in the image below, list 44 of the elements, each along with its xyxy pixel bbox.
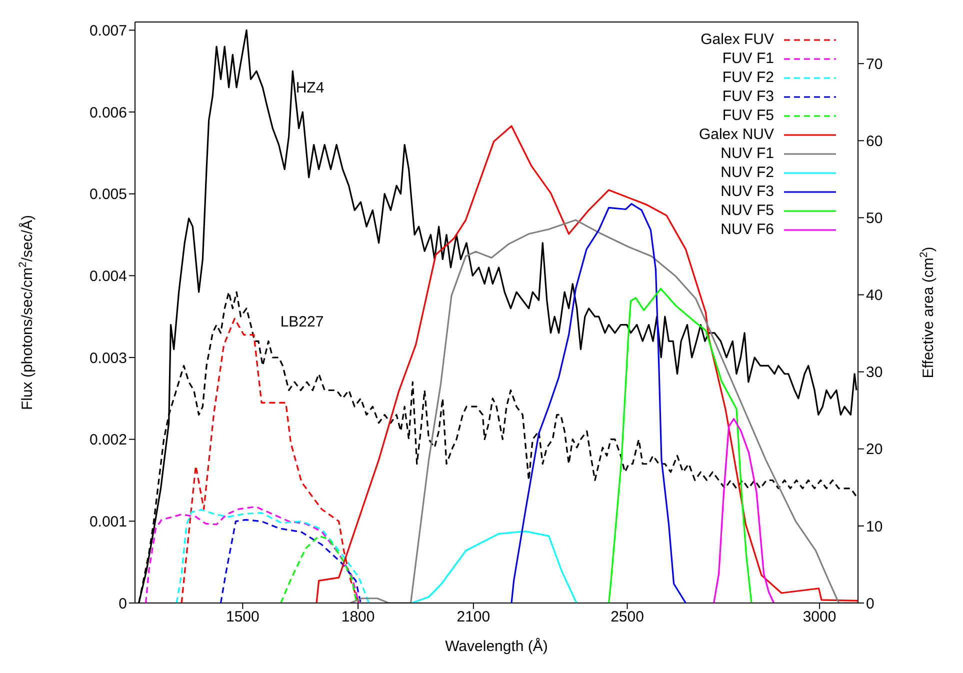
x-axis-title: Wavelength (Å)	[445, 637, 548, 655]
legend-label: NUV F6	[720, 220, 774, 239]
legend-label: FUV F3	[722, 87, 774, 106]
annotation: LB227	[280, 314, 324, 330]
line-series	[176, 508, 370, 603]
y-tick-label: 0.004	[89, 268, 127, 285]
y2-tick-label: 60	[866, 132, 883, 150]
y2-tick-label: 70	[866, 56, 883, 73]
legend-label: NUV F1	[720, 144, 774, 163]
x-tick-label: 3000	[802, 608, 836, 626]
y-tick-label: 0	[118, 595, 127, 612]
line-series	[608, 288, 752, 603]
line-series	[410, 530, 578, 603]
x-tick-label: 2100	[456, 608, 490, 626]
y2-tick-label: 50	[866, 210, 883, 228]
x-tick-label: 1500	[226, 608, 260, 626]
y2-tick-label: 30	[866, 364, 883, 382]
y-tick-label: 0.003	[89, 350, 127, 367]
x-tick-label: 1800	[341, 608, 375, 626]
y-tick-label: 0.001	[89, 513, 127, 530]
line-series	[712, 418, 775, 603]
y-tick-label: 0.006	[89, 104, 127, 122]
x-tick-label: 2500	[610, 608, 644, 626]
y-tick-label: 0.005	[89, 186, 127, 204]
legend-label: NUV F5	[720, 201, 774, 220]
legend-label: Galex NUV	[698, 125, 774, 144]
y2-tick-label: 20	[866, 441, 883, 458]
legend-label: FUV F5	[722, 106, 774, 125]
line-series	[220, 518, 362, 603]
legend-label: NUV F3	[720, 182, 774, 201]
y2-tick-label: 40	[866, 287, 883, 304]
legend-label: Galex FUV	[700, 30, 774, 49]
legend-label: FUV F1	[722, 49, 774, 68]
y-tick-label: 0.002	[89, 432, 127, 449]
line-series	[350, 219, 858, 603]
y2-tick-label: 10	[866, 518, 883, 536]
y2-tick-label: 0	[866, 595, 874, 612]
annotation: HZ4	[296, 80, 324, 96]
legend-label: FUV F2	[722, 68, 774, 87]
line-series	[280, 535, 358, 603]
legend-label: NUV F2	[720, 163, 774, 182]
line-series	[510, 203, 687, 603]
y-tick-label: 0.007	[89, 22, 127, 40]
line-series	[144, 506, 360, 603]
